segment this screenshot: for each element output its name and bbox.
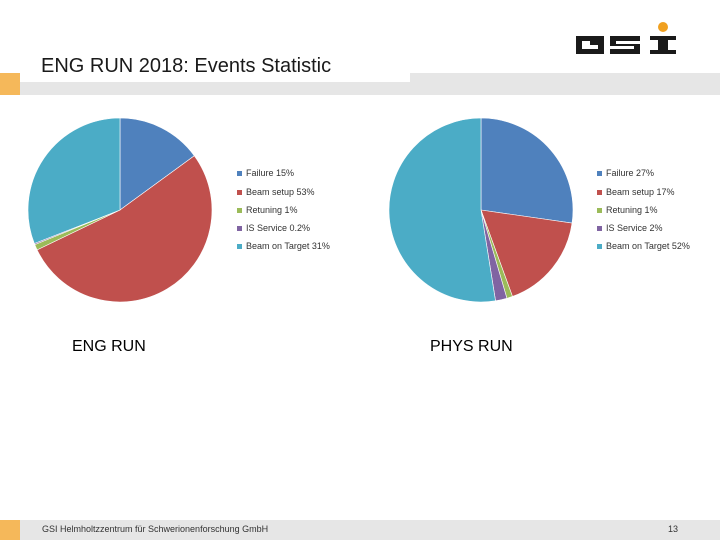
pie-slice-failure [119, 117, 195, 211]
footer-band [20, 520, 720, 540]
legend-label: Retuning 1% [246, 205, 298, 215]
footer-text: GSI Helmholtzzentrum für Schwerionenfors… [42, 524, 269, 534]
legend-label: Beam setup 53% [246, 187, 315, 197]
legend-swatch [237, 170, 242, 176]
logo-letter-i [650, 36, 676, 40]
pie-eng-run [27, 117, 213, 303]
pie-phys-run [388, 117, 574, 303]
legend-item: IS Service 0.2% [237, 223, 310, 233]
logo-dot [658, 22, 668, 32]
accent-bar-top [0, 73, 20, 95]
pie-slice-beam-setup [480, 209, 573, 297]
legend-swatch [237, 189, 242, 195]
legend-item: Beam setup 53% [237, 187, 315, 197]
legend-swatch [597, 170, 602, 176]
title-box [20, 50, 410, 82]
legend-item: Beam setup 17% [597, 187, 675, 197]
legend-swatch [597, 207, 602, 213]
legend-item: Retuning 1% [237, 205, 298, 215]
legend-swatch [597, 189, 602, 195]
chart-label-phys-run: PHYS RUN [430, 338, 513, 355]
legend-item: Retuning 1% [597, 205, 658, 215]
legend-label: IS Service 2% [606, 223, 663, 233]
pie-slice-failure [480, 117, 574, 224]
gsi-logo [576, 22, 676, 54]
pie-slice-beam-on-target [388, 117, 496, 303]
legend-label: Beam on Target 52% [606, 241, 690, 251]
legend-item: Beam on Target 31% [237, 241, 330, 251]
legend-item: IS Service 2% [597, 223, 663, 233]
pie-slice-beam-setup [36, 155, 213, 303]
legend-label: Failure 15% [246, 168, 295, 178]
legend-swatch [597, 243, 602, 249]
legend-label: Retuning 1% [606, 205, 658, 215]
legend-label: IS Service 0.2% [246, 223, 311, 233]
slide-title: ENG RUN 2018: Events Statistic [41, 55, 332, 77]
legend-label: Failure 27% [606, 168, 655, 178]
legend-item: Failure 27% [597, 168, 654, 178]
legend-swatch [237, 243, 242, 249]
logo-letter-s [610, 36, 640, 54]
legend-swatch [237, 207, 242, 213]
page-number: 13 [668, 524, 679, 534]
legend-label: Beam on Target 31% [246, 241, 330, 251]
legend-item: Beam on Target 52% [597, 241, 690, 251]
legend-swatch [597, 225, 602, 231]
legend-item: Failure 15% [237, 168, 294, 178]
pie-slice-beam-on-target [27, 117, 121, 244]
legend-label: Beam setup 17% [606, 187, 675, 197]
pie-charts [27, 117, 574, 303]
logo-letter-g [576, 36, 604, 54]
legend-swatch [237, 225, 242, 231]
chart-label-eng-run: ENG RUN [72, 338, 146, 355]
accent-bar-bottom [0, 520, 20, 540]
